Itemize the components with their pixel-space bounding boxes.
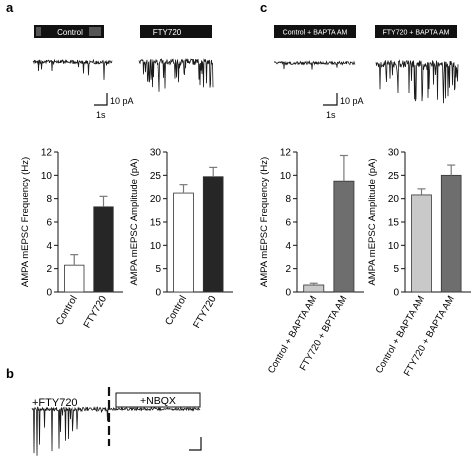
scale-bar-c-current: 10 pA (340, 96, 364, 106)
y-tick-label: 12 (41, 148, 53, 159)
y-tick-label: 8 (285, 194, 291, 205)
scale-bar-a-time: 1s (96, 110, 106, 120)
y-tick-label: 20 (388, 194, 400, 205)
y-tick-label: 15 (388, 218, 400, 229)
y-tick-label: 30 (388, 148, 400, 159)
y-tick-label: 10 (150, 241, 162, 252)
y-axis-label: AMPA mEPSC Frequency (Hz) (20, 157, 31, 287)
scale-bar-c-time: 1s (326, 110, 336, 120)
chart-a-amplitude: 0 5 10 15 20 25 30 AMPA mEPSC Amplitude (pA) Con… (129, 148, 233, 331)
bar-control (173, 192, 194, 293)
panel-letter-b: b (6, 366, 14, 381)
scale-bar-b (189, 437, 202, 451)
y-axis-label: AMPA mEPSC Frequency (Hz) (259, 157, 270, 287)
y-tick-label: 12 (280, 148, 292, 159)
trace-a-fty720 (138, 57, 214, 92)
y-tick-label: 30 (150, 148, 162, 159)
y-tick-label: 10 (280, 171, 292, 182)
trace-a-control (32, 58, 113, 80)
y-tick-label: 2 (285, 264, 291, 275)
bar-control (411, 194, 432, 293)
panel-letter-c: c (260, 0, 267, 15)
trace-label-fty720-bapta: FTY720 + BAPTA AM (375, 25, 457, 38)
scale-bar-a: 10 pA 1s (94, 93, 134, 120)
bar-fty720 (202, 176, 224, 293)
trace-b (31, 406, 201, 456)
y-tick-label: 20 (150, 194, 162, 205)
scale-bar-a-current: 10 pA (110, 96, 134, 106)
y-tick-label: 0 (46, 288, 52, 299)
nbqx-label: +NBQX (115, 392, 201, 408)
y-tick-label: 25 (388, 171, 400, 182)
bar-fty720 (440, 174, 462, 293)
y-tick-label: 10 (388, 241, 400, 252)
y-tick-label: 4 (46, 241, 52, 252)
panel-letter-a: a (6, 0, 14, 15)
y-tick-label: 6 (46, 218, 52, 229)
trace-label-control-bapta: Control + BAPTA AM (274, 25, 356, 38)
y-tick-label: 5 (155, 264, 161, 275)
bar-fty720 (93, 206, 114, 293)
trace-label-fty720-text: FTY720 (153, 28, 182, 37)
chart-a-frequency: 0 2 4 6 8 10 12 AMPA mEPSC Frequency (Hz) Contro… (20, 148, 123, 331)
scale-bar-c: 10 pA 1s (323, 93, 364, 120)
panel-b-drug-label: +FTY720 (32, 397, 78, 409)
trace-label-fty720-bapta-text: FTY720 + BAPTA AM (383, 30, 450, 37)
y-tick-label: 25 (150, 171, 162, 182)
y-tick-label: 4 (285, 241, 291, 252)
y-axis-label: AMPA mEPSC Amplitude (pA) (367, 158, 378, 285)
y-tick-label: 8 (46, 194, 52, 205)
bar-control (303, 284, 325, 293)
y-tick-label: 10 (41, 171, 53, 182)
bar-fty720 (333, 180, 355, 293)
y-tick-label: 0 (155, 288, 161, 299)
x-tick-label: FTY720 (191, 294, 219, 331)
x-tick-label: Control (54, 294, 80, 327)
y-tick-label: 15 (150, 218, 162, 229)
trace-label-fty720: FTY720 (140, 25, 212, 38)
bar-control (64, 264, 85, 293)
trace-c-fty720-bapta (375, 59, 459, 104)
trace-label-control-text: Control (57, 28, 83, 37)
y-axis-label: AMPA mEPSC Amplitude (pA) (129, 158, 140, 285)
nbqx-label-text: +NBQX (140, 395, 176, 407)
trace-c-control-bapta (273, 60, 356, 70)
y-tick-label: 5 (393, 264, 399, 275)
trace-label-control-bapta-text: Control + BAPTA AM (283, 30, 348, 37)
y-tick-label: 0 (393, 288, 399, 299)
y-tick-label: 6 (285, 218, 291, 229)
x-tick-label: Control (163, 294, 189, 327)
trace-label-control: Control (34, 25, 104, 38)
x-tick-label: FTY720 (82, 294, 110, 331)
y-tick-label: 2 (46, 264, 52, 275)
y-tick-label: 0 (285, 288, 291, 299)
